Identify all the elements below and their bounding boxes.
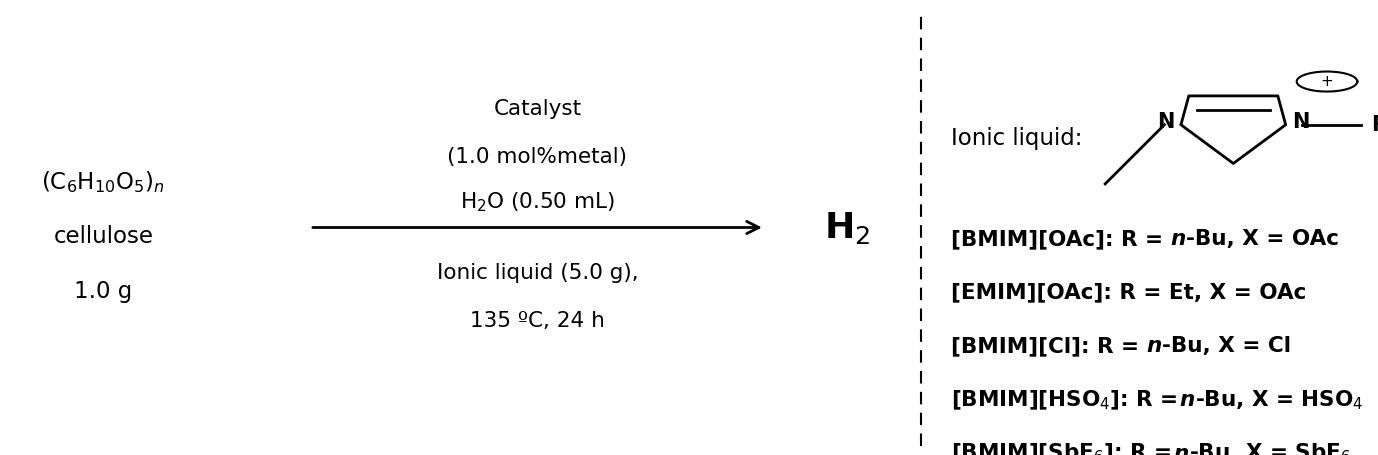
Text: [BMIM][Cl]: R =: [BMIM][Cl]: R =	[951, 336, 1146, 356]
Text: R: R	[1371, 115, 1378, 135]
Text: n: n	[1146, 336, 1162, 356]
Text: n: n	[1170, 229, 1185, 249]
Text: n: n	[1174, 444, 1189, 455]
Text: Catalyst: Catalyst	[493, 99, 582, 119]
Text: (C$_6$H$_{10}$O$_5$)$_n$: (C$_6$H$_{10}$O$_5$)$_n$	[41, 169, 165, 195]
Text: N: N	[1293, 112, 1310, 132]
Text: -Bu, X = Cl: -Bu, X = Cl	[1162, 336, 1291, 356]
Text: cellulose: cellulose	[54, 225, 153, 248]
Text: 1.0 g: 1.0 g	[74, 280, 132, 303]
Text: +: +	[1320, 74, 1334, 89]
Text: [EMIM][OAc]: R = Et, X = OAc: [EMIM][OAc]: R = Et, X = OAc	[951, 283, 1306, 303]
Text: n: n	[1180, 390, 1195, 410]
Text: N: N	[1156, 112, 1174, 132]
Text: [BMIM][SbF$_6$]: R =: [BMIM][SbF$_6$]: R =	[951, 442, 1174, 455]
Text: -Bu, X = OAc: -Bu, X = OAc	[1185, 229, 1338, 249]
Text: Ionic liquid (5.0 g),: Ionic liquid (5.0 g),	[437, 263, 638, 283]
Text: [BMIM][HSO$_4$]: R =: [BMIM][HSO$_4$]: R =	[951, 388, 1180, 412]
Text: H$_2$: H$_2$	[824, 209, 871, 246]
Text: [BMIM][OAc]: R =: [BMIM][OAc]: R =	[951, 229, 1170, 249]
Text: (1.0 mol%metal): (1.0 mol%metal)	[448, 147, 627, 167]
Text: -Bu, X = HSO$_4$: -Bu, X = HSO$_4$	[1195, 388, 1363, 412]
Text: Ionic liquid:: Ionic liquid:	[951, 127, 1082, 150]
Text: H$_2$O (0.50 mL): H$_2$O (0.50 mL)	[460, 191, 615, 214]
Text: -Bu, X = SbF$_6$: -Bu, X = SbF$_6$	[1189, 442, 1350, 455]
Text: 135 ºC, 24 h: 135 ºC, 24 h	[470, 311, 605, 331]
